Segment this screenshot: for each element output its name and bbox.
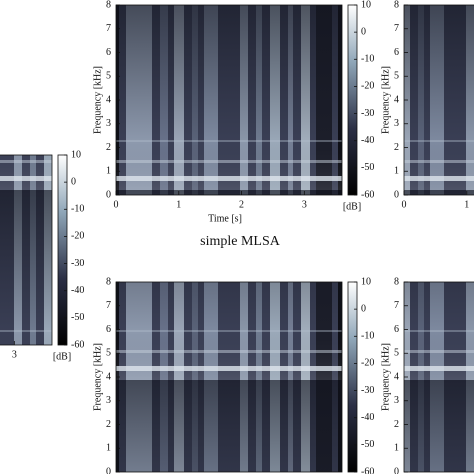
colorbar-tick-label: -20 <box>361 81 374 92</box>
y-tick-label: 3 <box>106 118 111 129</box>
colorbar-tick-label: 10 <box>361 276 371 287</box>
y-axis-label: Frequency [kHz] <box>92 66 103 134</box>
colorbar <box>57 154 68 346</box>
colorbar-tick-label: -30 <box>71 258 84 269</box>
colorbar-tick-label: -40 <box>361 135 374 146</box>
colorbar-tick-label: -10 <box>71 204 84 215</box>
y-tick-label: 2 <box>394 142 399 153</box>
y-tick-label: 1 <box>394 166 399 177</box>
y-tick-label: 2 <box>106 419 111 430</box>
colorbar-tick-label: 10 <box>71 149 81 160</box>
y-tick-label: 5 <box>106 348 111 359</box>
colorbar-tick-label: -60 <box>71 339 84 350</box>
x-tick-label: 0 <box>402 199 407 210</box>
y-tick-label: 7 <box>394 300 399 311</box>
y-tick-label: 7 <box>106 23 111 34</box>
colorbar-label: [dB] <box>53 351 71 362</box>
colorbar-tick-label: -60 <box>361 466 374 474</box>
spectrogram-image <box>0 155 52 345</box>
colorbar-tick-label: -60 <box>361 189 374 200</box>
x-tick-label: 0 <box>114 199 119 210</box>
y-tick-label: 1 <box>106 166 111 177</box>
colorbar-tick-label: -40 <box>71 285 84 296</box>
colorbar-tick-label: -50 <box>361 162 374 173</box>
y-tick-label: 6 <box>394 324 399 335</box>
colorbar-tick-label: -20 <box>361 358 374 369</box>
y-tick-label: 5 <box>106 71 111 82</box>
colorbar-tick-label: -30 <box>361 385 374 396</box>
colorbar-tick-label: 10 <box>361 0 371 10</box>
colorbar-tick-label: -50 <box>361 439 374 450</box>
y-tick-label: 4 <box>106 371 111 382</box>
spectrogram-image <box>404 5 474 195</box>
spectrogram-image <box>404 282 474 472</box>
y-tick-label: 8 <box>394 276 399 287</box>
y-tick-label: 0 <box>394 189 399 200</box>
y-tick-label: 5 <box>394 71 399 82</box>
y-tick-label: 5 <box>394 348 399 359</box>
colorbar <box>347 281 358 473</box>
plot-frame <box>0 154 53 346</box>
y-tick-label: 6 <box>394 47 399 58</box>
y-tick-label: 0 <box>394 466 399 474</box>
y-tick-label: 4 <box>394 94 399 105</box>
colorbar-tick-label: -10 <box>361 54 374 65</box>
y-tick-label: 6 <box>106 324 111 335</box>
x-tick-label: 3 <box>302 199 307 210</box>
y-tick-label: 8 <box>106 0 111 10</box>
y-tick-label: 2 <box>106 142 111 153</box>
y-axis-label: Frequency [kHz] <box>380 343 391 411</box>
x-axis-label: Time [s] <box>208 213 242 224</box>
y-tick-label: 1 <box>106 443 111 454</box>
y-tick-label: 2 <box>394 419 399 430</box>
spectrogram-image <box>116 282 342 472</box>
colorbar-tick-label: 0 <box>361 303 366 314</box>
x-tick-label: 2 <box>239 199 244 210</box>
x-tick-label: 3 <box>12 349 17 360</box>
y-tick-label: 8 <box>106 276 111 287</box>
colorbar-tick-label: -30 <box>361 108 374 119</box>
x-tick-label: 1 <box>464 199 469 210</box>
spectrogram-image <box>116 5 342 195</box>
x-tick-label: 1 <box>176 199 181 210</box>
colorbar-tick-label: -40 <box>361 412 374 423</box>
y-axis-label: Frequency [kHz] <box>92 343 103 411</box>
colorbar-tick-label: -10 <box>361 331 374 342</box>
panel-title: simple MLSA <box>200 234 281 249</box>
y-axis-label: Frequency [kHz] <box>380 66 391 134</box>
y-tick-label: 7 <box>106 300 111 311</box>
y-tick-label: 0 <box>106 189 111 200</box>
y-tick-label: 3 <box>394 118 399 129</box>
colorbar-tick-label: 0 <box>361 26 366 37</box>
colorbar-tick-label: -20 <box>71 231 84 242</box>
colorbar <box>347 4 358 196</box>
y-tick-label: 4 <box>394 371 399 382</box>
y-tick-label: 3 <box>394 395 399 406</box>
y-tick-label: 4 <box>106 94 111 105</box>
y-tick-label: 8 <box>394 0 399 10</box>
y-tick-label: 3 <box>106 395 111 406</box>
colorbar-label: [dB] <box>343 201 361 212</box>
y-tick-label: 6 <box>106 47 111 58</box>
colorbar-tick-label: -50 <box>71 312 84 323</box>
y-tick-label: 0 <box>106 466 111 474</box>
y-tick-label: 7 <box>394 23 399 34</box>
colorbar-tick-label: 0 <box>71 176 76 187</box>
y-tick-label: 1 <box>394 443 399 454</box>
